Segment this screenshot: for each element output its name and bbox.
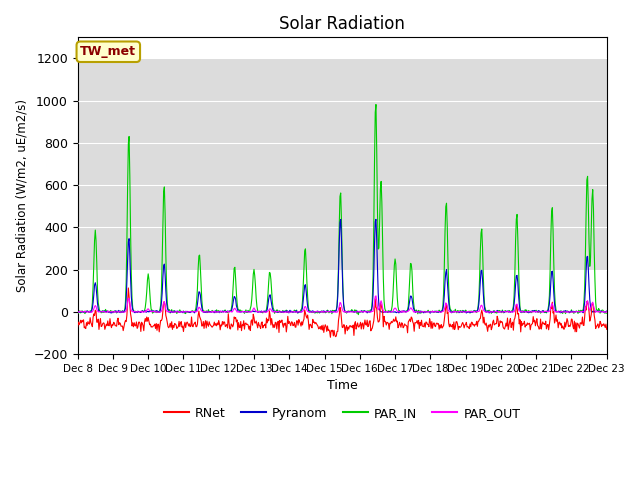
- Y-axis label: Solar Radiation (W/m2, uE/m2/s): Solar Radiation (W/m2, uE/m2/s): [15, 99, 28, 292]
- Text: TW_met: TW_met: [80, 45, 136, 58]
- Title: Solar Radiation: Solar Radiation: [279, 15, 405, 33]
- X-axis label: Time: Time: [327, 379, 358, 392]
- Legend: RNet, Pyranom, PAR_IN, PAR_OUT: RNet, Pyranom, PAR_IN, PAR_OUT: [159, 402, 525, 424]
- Bar: [77, 59, 607, 270]
